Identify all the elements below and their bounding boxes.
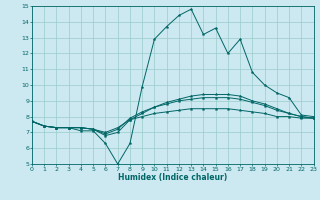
X-axis label: Humidex (Indice chaleur): Humidex (Indice chaleur) [118,173,228,182]
